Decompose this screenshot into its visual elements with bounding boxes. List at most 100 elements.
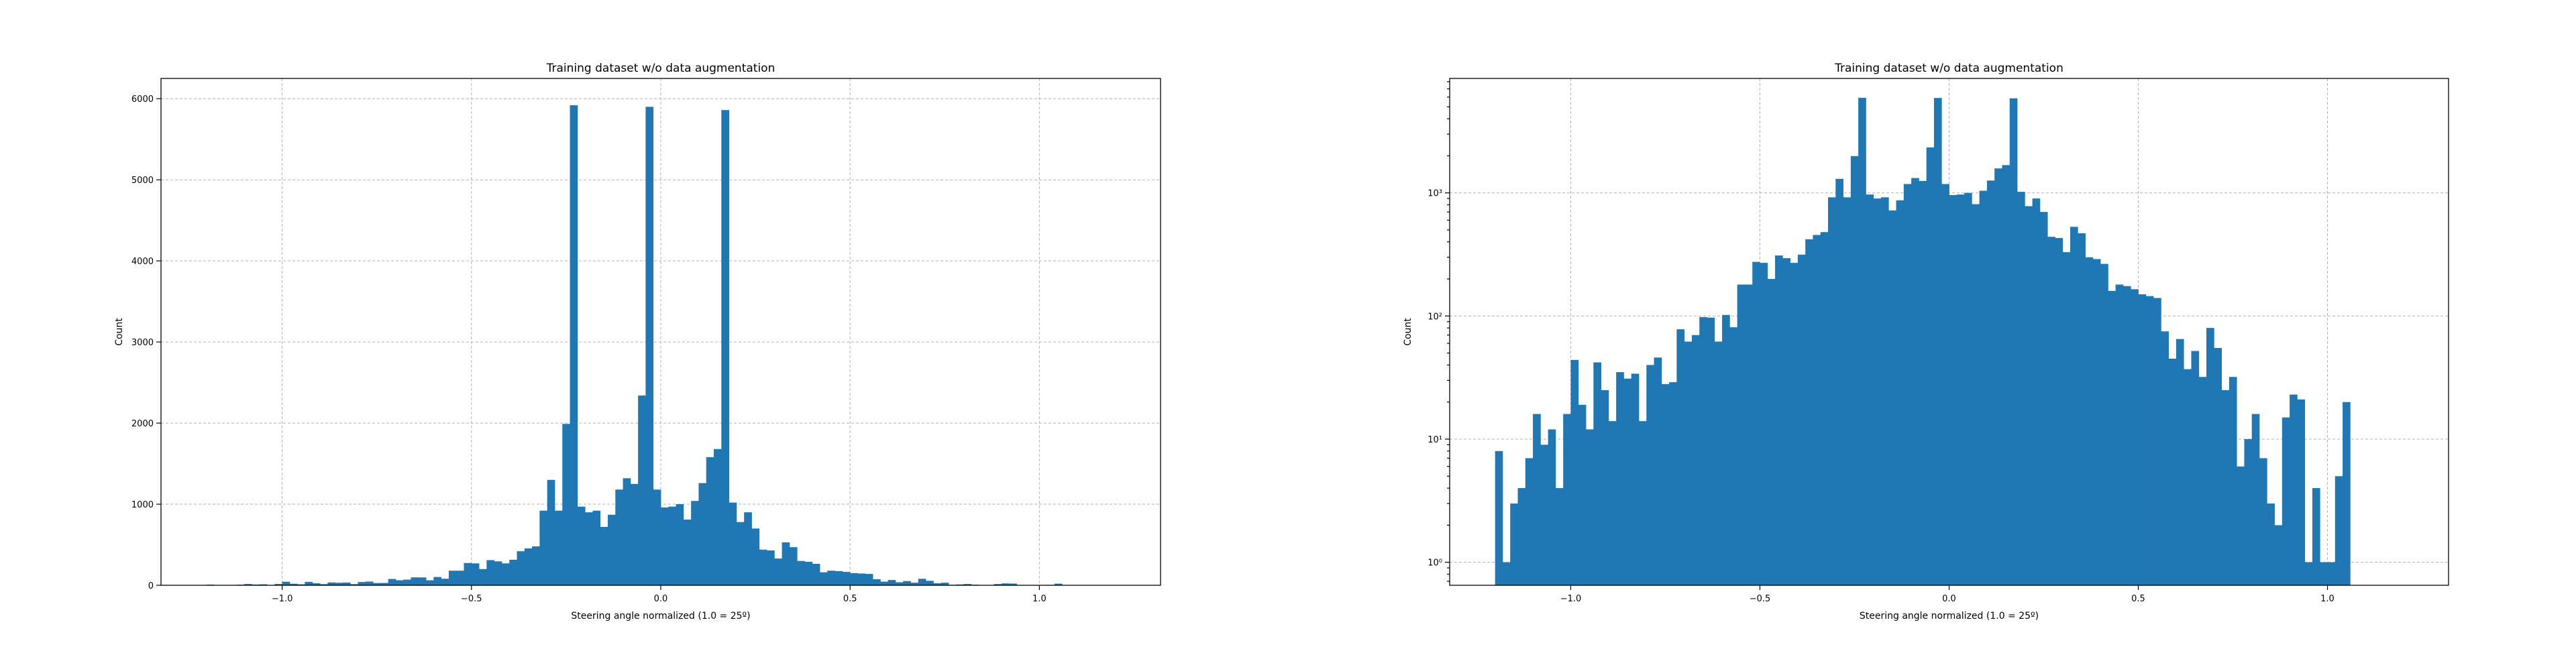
linear-histogram-bar (305, 581, 313, 585)
linear-histogram-bar (963, 584, 972, 585)
linear-histogram-bar (289, 583, 298, 585)
log-y-tick-label: 10² (1428, 312, 1442, 322)
linear-histogram-bar (471, 563, 480, 585)
log-histogram-bar (2214, 348, 2222, 585)
log-histogram-bar (1760, 263, 1768, 585)
log-histogram-bar (1880, 197, 1889, 586)
linear-histogram-bar (782, 542, 790, 585)
log-histogram-bar (1722, 314, 1730, 585)
linear-histogram-bar (592, 510, 601, 585)
log-histogram-bar (2267, 503, 2275, 585)
linear-histogram-bar (395, 580, 404, 585)
linear-histogram-bar (729, 502, 737, 585)
log-histogram-bar (1639, 421, 1647, 585)
log-histogram-bar (1888, 210, 1896, 585)
linear-histogram-bar (804, 561, 813, 585)
linear-histogram-bar (1054, 583, 1063, 585)
linear-histogram-bar (751, 528, 760, 585)
log-y-tick-label: 10³ (1428, 189, 1442, 199)
linear-histogram-bar (630, 483, 639, 585)
log-histogram-bar (1858, 97, 1866, 586)
log-x-tick-label: 1.0 (2320, 594, 2334, 604)
linear-histogram-bar (615, 489, 623, 585)
log-histogram-bar (1964, 192, 1972, 585)
linear-histogram-bar (888, 580, 896, 585)
linear-histogram-bar (842, 572, 851, 585)
linear-histogram-bar (494, 561, 502, 585)
linear-histogram-bar (350, 584, 358, 585)
linear-histogram-bar (448, 571, 457, 585)
log-y-axis-label: Count (1403, 318, 1413, 346)
log-histogram-bar (2123, 286, 2131, 585)
linear-histogram-bar (342, 582, 351, 585)
linear-histogram-bar (759, 549, 767, 585)
linear-histogram-bar (994, 584, 1002, 585)
log-histogram-bar (1661, 383, 1670, 585)
linear-histogram-bar (903, 581, 911, 585)
log-histogram-bar (2131, 289, 2139, 585)
linear-histogram-bar (411, 577, 419, 585)
linear-y-tick-label: 4000 (131, 257, 154, 267)
log-x-tick-label: 0.0 (1942, 594, 1956, 604)
log-histogram-bar (2032, 198, 2041, 586)
linear-histogram-bar (426, 580, 434, 585)
log-histogram-bar (1805, 239, 1813, 585)
log-chart-title: Training dataset w/o data augmentation (1834, 62, 2063, 75)
log-histogram-bar (2176, 339, 2184, 585)
log-histogram-bar (1570, 359, 1579, 585)
log-histogram-bar (1646, 365, 1654, 585)
log-histogram-bar (1941, 184, 1949, 585)
linear-histogram-bar (721, 110, 729, 586)
log-histogram-bar (1820, 232, 1829, 586)
log-histogram-bar (2153, 298, 2161, 585)
linear-histogram-bar (479, 569, 487, 585)
linear-histogram-bar (1009, 583, 1017, 585)
log-histogram-bar (2047, 237, 2055, 585)
log-histogram-bar (2100, 263, 2108, 585)
linear-histogram-bar (638, 395, 646, 585)
linear-histogram-bar (797, 560, 805, 585)
linear-histogram-bar (933, 583, 942, 585)
log-histogram-bar (2198, 377, 2207, 585)
linear-histogram-bar (698, 483, 707, 585)
log-histogram-bar (1790, 263, 1799, 585)
linear-histogram-bar (554, 510, 563, 585)
log-histogram-bar (1586, 429, 1594, 585)
log-histogram-bar (1919, 180, 1927, 585)
log-histogram-bar (1782, 258, 1791, 585)
linear-histogram-bar (524, 548, 533, 585)
log-histogram-bar (1654, 357, 1662, 585)
linear-histogram-bar (456, 571, 464, 585)
log-histogram-bar (2168, 359, 2177, 585)
log-histogram-bar (1752, 261, 1760, 585)
log-histogram-bar (1835, 178, 1843, 585)
log-histogram-chart: −1.0 −0.5 0.0 0.5 1.0 10⁰ 10¹ 10² 10³ Training d… (1403, 62, 2449, 621)
linear-histogram-bar (464, 562, 472, 585)
log-y-tick-label: 10⁰ (1428, 558, 1442, 569)
linear-x-tick-label: 1.0 (1032, 594, 1046, 604)
log-histogram-bar (2009, 98, 2018, 585)
log-histogram-bar (1744, 284, 1753, 585)
linear-histogram-bar (365, 581, 374, 585)
linear-histogram-bar (600, 526, 608, 585)
log-histogram-bar (1729, 327, 1738, 585)
log-histogram-bar (2297, 399, 2306, 585)
linear-histogram-bar (683, 520, 692, 585)
log-histogram-bar (1608, 421, 1617, 585)
log-histogram-bar (1850, 156, 1859, 586)
log-histogram-bar (1691, 335, 1700, 585)
linear-histogram-bar (941, 583, 949, 585)
log-histogram-bar (2282, 417, 2290, 585)
log-ticks: −1.0 −0.5 0.0 0.5 1.0 10⁰ 10¹ 10² 10³ (1428, 81, 2334, 604)
linear-x-tick-label: 0.0 (654, 594, 668, 604)
log-histogram-bar (2206, 328, 2214, 585)
log-histogram-bar (2334, 476, 2343, 585)
log-x-tick-label: −0.5 (1750, 594, 1771, 604)
log-histogram-bar (2092, 259, 2101, 585)
log-histogram-bar (2055, 238, 2063, 585)
log-histogram-bar (2017, 192, 2025, 585)
log-histogram-bar (1563, 414, 1571, 585)
linear-y-tick-label: 6000 (131, 95, 154, 105)
log-histogram-bar (2274, 525, 2283, 585)
log-histogram-bar (2244, 438, 2253, 585)
